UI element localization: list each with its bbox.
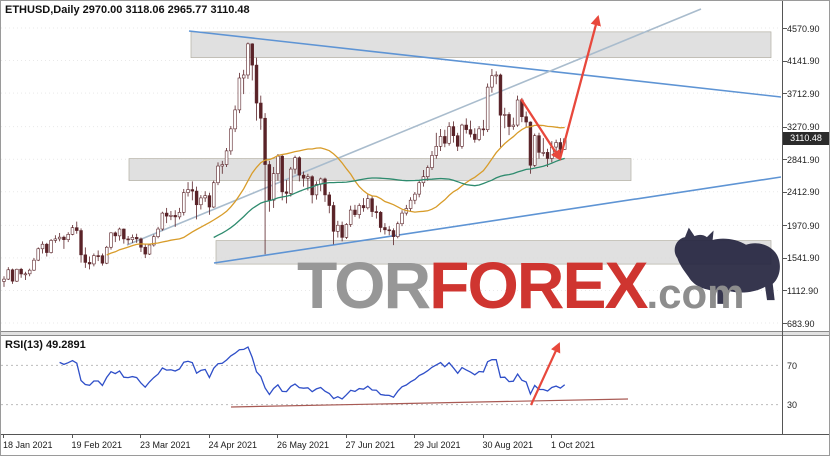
price-tick-mark <box>782 126 787 128</box>
date-tick-mark <box>140 435 141 438</box>
price-tick-label: 1112.90 <box>787 285 819 296</box>
price-tick-mark <box>782 60 787 62</box>
date-tick-mark <box>208 435 210 438</box>
date-label: 26 May 2021 <box>277 440 330 450</box>
current-price-badge: 3110.48 <box>783 132 829 145</box>
price-tick-label: 3712.90 <box>787 88 820 99</box>
price-tick-mark <box>782 93 787 95</box>
date-label: 18 Jan 2021 <box>3 440 53 450</box>
date-label: 19 Feb 2021 <box>71 440 123 450</box>
date-label: 23 Mar 2021 <box>140 440 191 450</box>
price-axis-separator <box>782 1 783 434</box>
date-label: 27 Jun 2021 <box>345 440 396 450</box>
date-label: 30 Aug 2021 <box>482 440 534 450</box>
price-tick-label: 1541.90 <box>787 253 820 264</box>
date-tick-mark <box>3 435 4 438</box>
price-tick-label: 2412.90 <box>787 187 820 198</box>
date-tick-mark <box>482 435 484 438</box>
date-tick-mark <box>551 435 552 438</box>
candlestick-chart[interactable] <box>1 1 781 331</box>
date-label: 24 Apr 2021 <box>208 440 258 450</box>
date-tick-mark <box>71 435 73 438</box>
price-tick-mark <box>782 28 787 29</box>
date-tick-mark <box>414 435 415 438</box>
date-label: 29 Jul 2021 <box>414 440 461 450</box>
price-tick-label: 2841.90 <box>787 154 820 165</box>
date-label: 1 Oct 2021 <box>551 440 596 450</box>
rsi-level-label: 30 <box>787 400 798 411</box>
price-tick-mark <box>782 225 787 227</box>
price-tick-label: 4141.90 <box>787 56 820 67</box>
rsi-chart[interactable] <box>1 336 781 434</box>
price-tick-label: 4570.90 <box>787 23 820 34</box>
rsi-indicator-label: RSI(13) 49.2891 <box>5 339 86 351</box>
price-tick-mark <box>782 257 787 259</box>
price-tick-label: 3270.90 <box>787 122 820 133</box>
price-tick-mark <box>782 323 787 324</box>
price-tick-mark <box>782 191 787 193</box>
date-tick-mark <box>277 435 278 438</box>
price-tick-mark <box>782 159 787 161</box>
price-tick-label: 683.90 <box>787 318 815 329</box>
time-axis-separator <box>1 434 829 435</box>
rsi-level-label: 70 <box>787 360 798 371</box>
chart-title: ETHUSD,Daily 2970.00 3118.06 2965.77 311… <box>5 4 250 16</box>
date-tick-mark <box>345 435 347 438</box>
price-tick-mark <box>782 290 787 292</box>
pane-splitter[interactable] <box>1 331 829 336</box>
price-tick-label: 1970.90 <box>787 220 820 231</box>
